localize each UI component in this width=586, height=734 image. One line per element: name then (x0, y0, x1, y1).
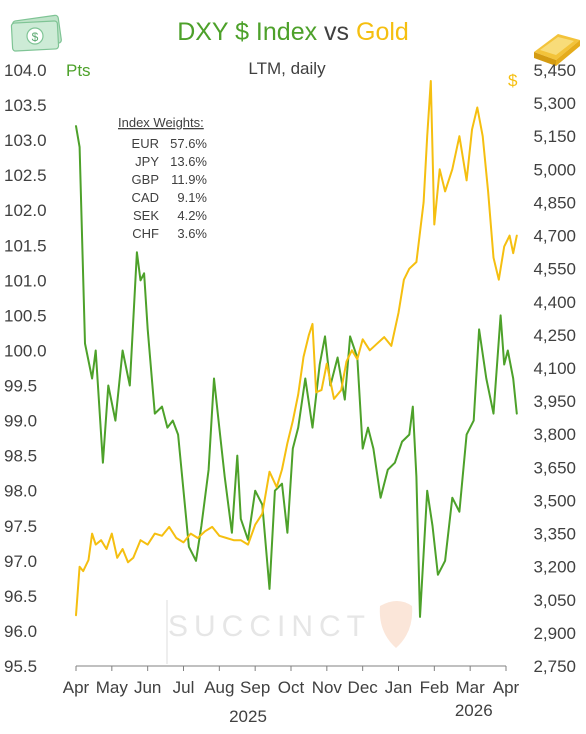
chart-title: DXY $ Index vs Gold (177, 18, 409, 46)
right-tick-label: 3,200 (533, 558, 576, 577)
right-tick-label: 5,000 (533, 160, 576, 179)
right-y-axis: 5,450 5,300 5,150 5,000 4,850 4,700 4,550 4,400… (533, 61, 576, 676)
right-tick-label: 3,950 (533, 392, 576, 411)
x-tick-label: Nov (312, 678, 343, 697)
chart-subtitle: LTM, daily (248, 59, 326, 78)
left-tick-label: 103.0 (4, 131, 47, 150)
right-tick-label: 5,150 (533, 127, 576, 146)
left-tick-label: 98.0 (4, 482, 37, 501)
left-tick-label: 97.0 (4, 552, 37, 571)
dxy-series-line (75, 125, 518, 618)
x-tick-label: Dec (348, 678, 379, 697)
left-y-axis: 104.0 103.5 103.0 102.5 102.0 101.5 101.0 100.5… (4, 61, 47, 676)
left-tick-label: 99.0 (4, 412, 37, 431)
title-vs: vs (317, 18, 356, 46)
legend-currency: SEK (133, 208, 159, 223)
watermark: SUCCINCT (166, 600, 413, 664)
right-axis-unit: $ (508, 71, 518, 90)
x-tick-label: Jun (134, 678, 161, 697)
right-tick-label: 3,500 (533, 491, 576, 510)
legend-currency: CHF (132, 226, 159, 241)
gold-bar-icon (534, 34, 580, 66)
right-tick-label: 5,450 (533, 61, 576, 80)
right-tick-label: 3,050 (533, 591, 576, 610)
x-tick-label: Apr (63, 678, 90, 697)
x-tick-label: Jul (173, 678, 195, 697)
legend-heading: Index Weights: (118, 115, 204, 130)
title-dxy: DXY $ Index (177, 18, 317, 46)
right-tick-label: 4,400 (533, 293, 576, 312)
legend-weight: 57.6% (170, 136, 207, 151)
x-tick-label: Sep (240, 678, 270, 697)
legend-currency: GBP (132, 172, 159, 187)
legend-weight: 9.1% (177, 190, 207, 205)
right-tick-label: 4,250 (533, 326, 576, 345)
right-tick-label: 4,700 (533, 227, 576, 246)
right-tick-label: 3,650 (533, 458, 576, 477)
svg-text:SUCCINCT: SUCCINCT (168, 610, 371, 643)
right-tick-label: 3,800 (533, 425, 576, 444)
left-tick-label: 100.0 (4, 341, 47, 360)
legend-currency: CAD (132, 190, 159, 205)
legend-weight: 13.6% (170, 154, 207, 169)
right-tick-label: 2,750 (533, 657, 576, 676)
left-tick-label: 98.5 (4, 447, 37, 466)
left-tick-label: 101.0 (4, 271, 47, 290)
x-tick-label: Jan (385, 678, 412, 697)
right-tick-label: 4,100 (533, 359, 576, 378)
legend-weight: 4.2% (177, 208, 207, 223)
svg-text:$: $ (32, 30, 39, 44)
x-tick-label: Aug (204, 678, 234, 697)
x-tick-label: Apr (493, 678, 520, 697)
year-label: 2025 (229, 707, 267, 726)
left-tick-label: 104.0 (4, 61, 47, 80)
right-tick-label: 4,550 (533, 260, 576, 279)
left-tick-label: 96.5 (4, 587, 37, 606)
left-axis-unit: Pts (66, 61, 91, 80)
left-tick-label: 101.5 (4, 236, 47, 255)
index-weights-legend: Index Weights: EUR 57.6% JPY 13.6% GBP 11.9% C… (118, 115, 207, 241)
left-tick-label: 102.0 (4, 201, 47, 220)
left-tick-label: 102.5 (4, 166, 47, 185)
x-tick-label: Oct (278, 678, 305, 697)
right-tick-label: 4,850 (533, 193, 576, 212)
legend-weight: 3.6% (177, 226, 207, 241)
left-tick-label: 100.5 (4, 306, 47, 325)
left-tick-label: 95.5 (4, 657, 37, 676)
year-label: 2026 (455, 701, 493, 720)
x-axis: Apr May Jun Jul Aug Sep Oct Nov Dec Jan Feb Mar Apr2… (63, 665, 520, 726)
title-gold: Gold (356, 18, 409, 46)
x-tick-label: Feb (420, 678, 449, 697)
right-tick-label: 5,300 (533, 94, 576, 113)
left-tick-label: 96.0 (4, 622, 37, 641)
x-tick-label: May (96, 678, 129, 697)
left-tick-label: 99.5 (4, 377, 37, 396)
right-tick-label: 2,900 (533, 624, 576, 643)
series-layer (75, 80, 518, 618)
dollar-bills-icon: $ (10, 14, 62, 52)
left-tick-label: 97.5 (4, 517, 37, 536)
legend-currency: EUR (132, 136, 159, 151)
gold-series-line (75, 80, 518, 617)
x-tick-label: Mar (456, 678, 486, 697)
right-tick-label: 3,350 (533, 525, 576, 544)
legend-currency: JPY (135, 154, 159, 169)
legend-weight: 11.9% (171, 172, 207, 187)
left-tick-label: 103.5 (4, 96, 47, 115)
